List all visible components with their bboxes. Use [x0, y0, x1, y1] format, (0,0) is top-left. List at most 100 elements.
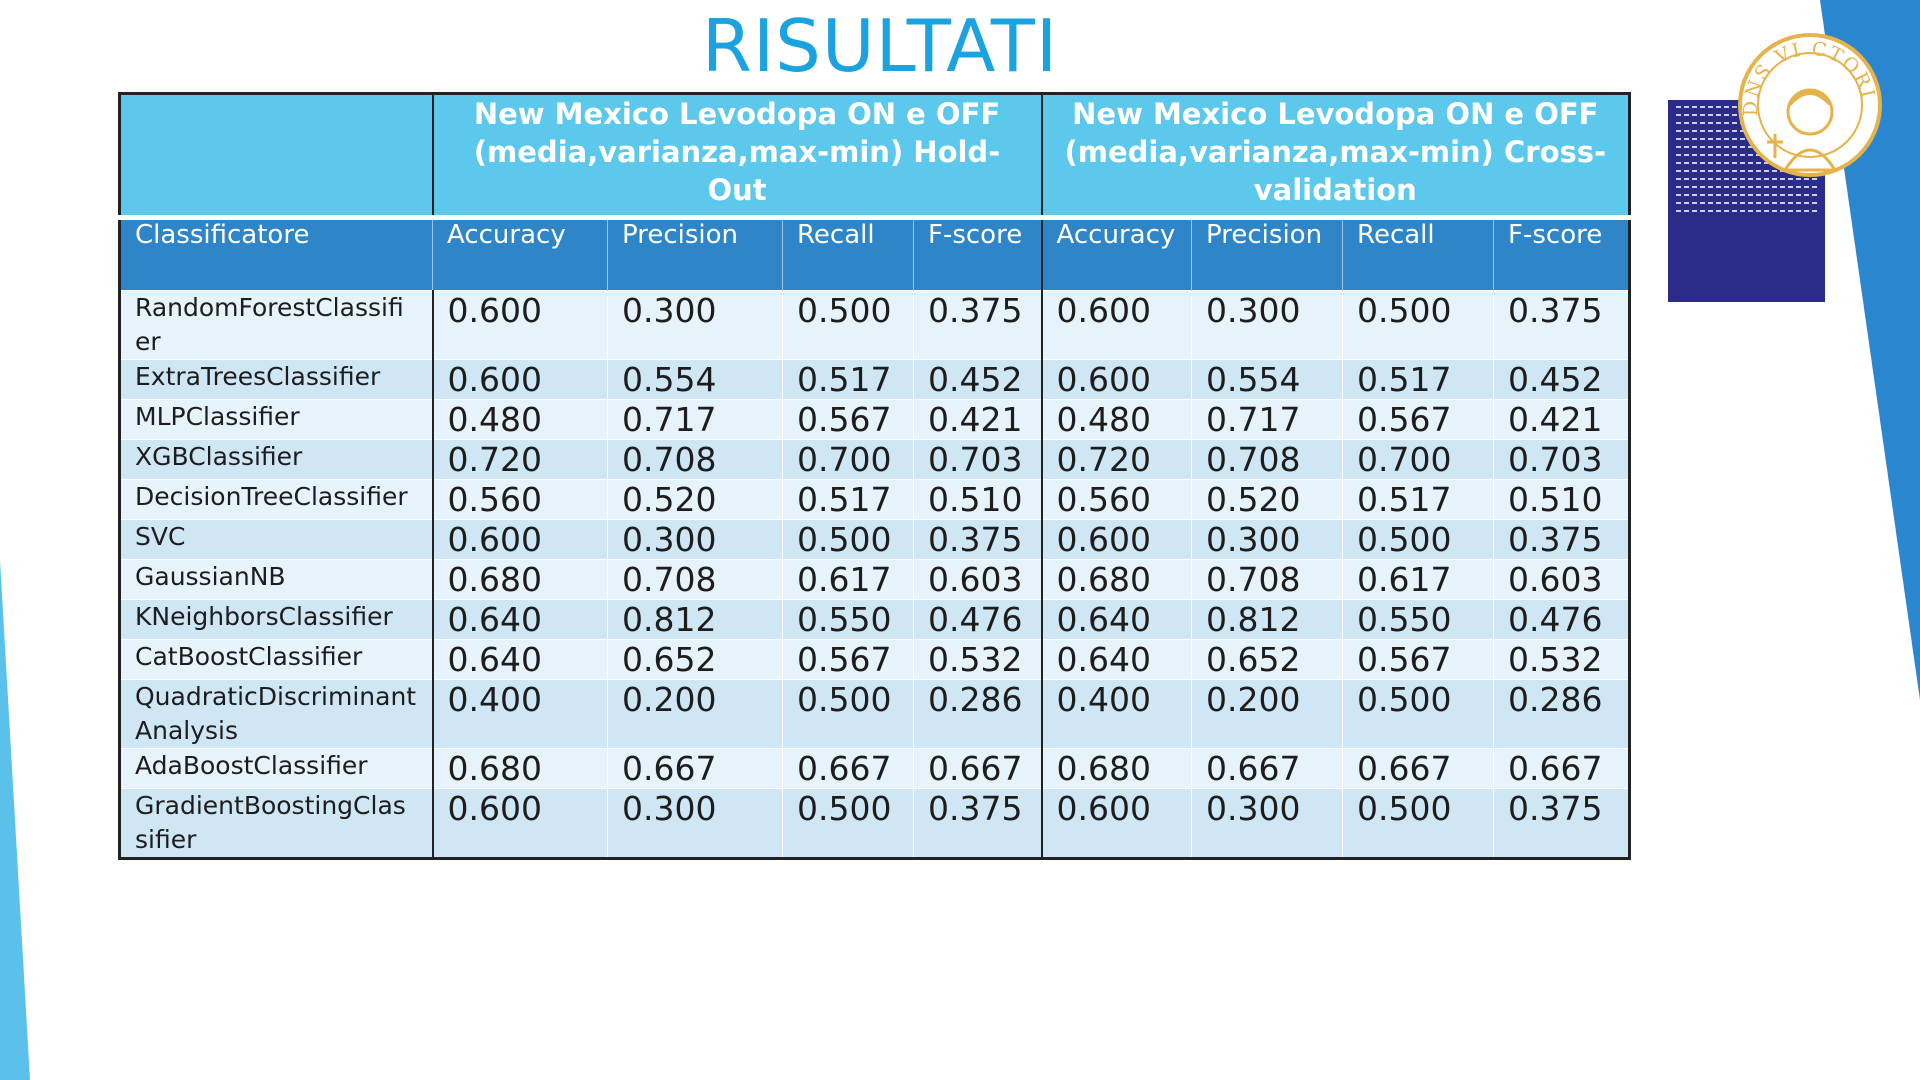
manuscript-text-line [1676, 178, 1819, 180]
metric-cell: 0.452 [1493, 359, 1630, 400]
metric-cell: 0.517 [1342, 479, 1494, 520]
metric-cell: 0.517 [782, 479, 914, 520]
metric-cell: 0.640 [1040, 639, 1192, 680]
metric-cell: 0.708 [607, 439, 783, 480]
table-body: RandomForestClassifier 0.600 0.300 0.500 0.3… [119, 290, 1630, 859]
table-row: RandomForestClassifier 0.600 0.300 0.500 0.3… [119, 290, 1630, 360]
table-row: DecisionTreeClassifier 0.560 0.520 0.517 0.5… [119, 479, 1630, 520]
metric-cell: 0.600 [431, 290, 608, 360]
metric-cell: 0.517 [782, 359, 914, 400]
metric-cell: 0.476 [912, 599, 1042, 640]
metric-cell: 0.560 [1040, 479, 1192, 520]
metric-cell: 0.567 [782, 399, 914, 440]
decorative-stripe-left [0, 560, 30, 1080]
classifier-name-cell: GaussianNB [119, 559, 433, 600]
column-header-accuracy-holdout: Accuracy [432, 215, 608, 291]
metric-cell: 0.667 [1191, 748, 1343, 789]
metric-cell: 0.500 [1342, 519, 1494, 560]
metric-cell: 0.500 [1342, 290, 1494, 360]
metric-cell: 0.812 [1191, 599, 1343, 640]
column-header-recall-cv: Recall [1342, 215, 1494, 291]
metric-cell: 0.708 [1191, 439, 1343, 480]
manuscript-text-line [1676, 202, 1819, 204]
metric-cell: 0.667 [1342, 748, 1494, 789]
table-row: GradientBoostingClassifier 0.600 0.300 0.50… [119, 788, 1630, 859]
table-row: MLPClassifier 0.480 0.717 0.567 0.421 0.480 0.… [119, 399, 1630, 440]
table-row: AdaBoostClassifier 0.680 0.667 0.667 0.667 0.… [119, 748, 1630, 789]
metric-cell: 0.667 [607, 748, 783, 789]
metric-cell: 0.720 [431, 439, 608, 480]
metric-cell: 0.640 [431, 639, 608, 680]
metric-cell: 0.286 [912, 679, 1042, 749]
metric-cell: 0.532 [1493, 639, 1630, 680]
group-header-row: New Mexico Levodopa ON e OFF (media,vari… [119, 93, 1630, 218]
metric-cell: 0.567 [782, 639, 914, 680]
metric-cell: 0.680 [1040, 559, 1192, 600]
manuscript-text-line [1676, 186, 1819, 188]
table-row: KNeighborsClassifier 0.640 0.812 0.550 0.476… [119, 599, 1630, 640]
metric-cell: 0.510 [1493, 479, 1630, 520]
metric-cell: 0.300 [1191, 519, 1343, 560]
metric-cell: 0.554 [607, 359, 783, 400]
table-row: XGBClassifier 0.720 0.708 0.700 0.703 0.720 0.… [119, 439, 1630, 480]
metric-cell: 0.300 [607, 788, 783, 859]
metric-cell: 0.500 [782, 788, 914, 859]
metric-cell: 0.600 [1040, 519, 1192, 560]
metric-cell: 0.600 [1040, 788, 1192, 859]
table-row: QuadraticDiscriminant Analysis 0.400 0.200… [119, 679, 1630, 749]
classifier-name-cell: RandomForestClassifier [119, 290, 433, 360]
classifier-name-cell: GradientBoostingClassifier [119, 788, 433, 859]
metric-cell: 0.517 [1342, 359, 1494, 400]
metric-cell: 0.708 [1191, 559, 1343, 600]
university-seal-logo: DNS VI CTORIA [1735, 30, 1882, 177]
metric-cell: 0.300 [1191, 290, 1343, 360]
metric-cell: 0.600 [431, 519, 608, 560]
metric-cell: 0.700 [782, 439, 914, 480]
classifier-name-cell: SVC [119, 519, 433, 560]
metric-cell: 0.717 [1191, 399, 1343, 440]
metric-cell: 0.400 [1040, 679, 1192, 749]
metric-cell: 0.500 [1342, 788, 1494, 859]
metric-cell: 0.510 [912, 479, 1042, 520]
metric-cell: 0.667 [912, 748, 1042, 789]
metric-cell: 0.421 [912, 399, 1042, 440]
manuscript-text-line [1676, 170, 1819, 172]
metric-cell: 0.617 [782, 559, 914, 600]
slide-title: RISULTATI [701, 4, 1059, 88]
metric-cell: 0.617 [1342, 559, 1494, 600]
metric-cell: 0.452 [912, 359, 1042, 400]
metric-cell: 0.567 [1342, 399, 1494, 440]
metric-cell: 0.652 [1191, 639, 1343, 680]
classifier-name-cell: AdaBoostClassifier [119, 748, 433, 789]
metric-cell: 0.600 [1040, 290, 1192, 360]
metric-cell: 0.603 [912, 559, 1042, 600]
metric-cell: 0.300 [607, 290, 783, 360]
metric-cell: 0.640 [1040, 599, 1192, 640]
metric-cell: 0.375 [912, 788, 1042, 859]
metric-cell: 0.476 [1493, 599, 1630, 640]
metric-cell: 0.717 [607, 399, 783, 440]
classifier-name-cell: KNeighborsClassifier [119, 599, 433, 640]
metric-cell: 0.680 [431, 748, 608, 789]
manuscript-text-line [1676, 146, 1819, 148]
metric-cell: 0.375 [912, 519, 1042, 560]
metric-cell: 0.812 [607, 599, 783, 640]
column-header-accuracy-cv: Accuracy [1040, 215, 1192, 291]
metric-cell: 0.600 [431, 788, 608, 859]
classifier-name-cell: XGBClassifier [119, 439, 433, 480]
results-table: New Mexico Levodopa ON e OFF (media,vari… [118, 92, 1632, 860]
group-header-holdout: New Mexico Levodopa ON e OFF (media,vari… [431, 93, 1042, 218]
metric-cell: 0.286 [1493, 679, 1630, 749]
table-row: GaussianNB 0.680 0.708 0.617 0.603 0.680 0.708… [119, 559, 1630, 600]
metric-cell: 0.640 [431, 599, 608, 640]
metric-cell: 0.500 [782, 679, 914, 749]
metric-cell: 0.300 [607, 519, 783, 560]
classifier-name-cell: CatBoostClassifier [119, 639, 433, 680]
classifier-name-cell: ExtraTreesClassifier [119, 359, 433, 400]
metric-cell: 0.708 [607, 559, 783, 600]
column-header-recall-holdout: Recall [782, 215, 914, 291]
metric-cell: 0.720 [1040, 439, 1192, 480]
metric-cell: 0.667 [782, 748, 914, 789]
metric-cell: 0.700 [1342, 439, 1494, 480]
metric-cell: 0.500 [782, 519, 914, 560]
